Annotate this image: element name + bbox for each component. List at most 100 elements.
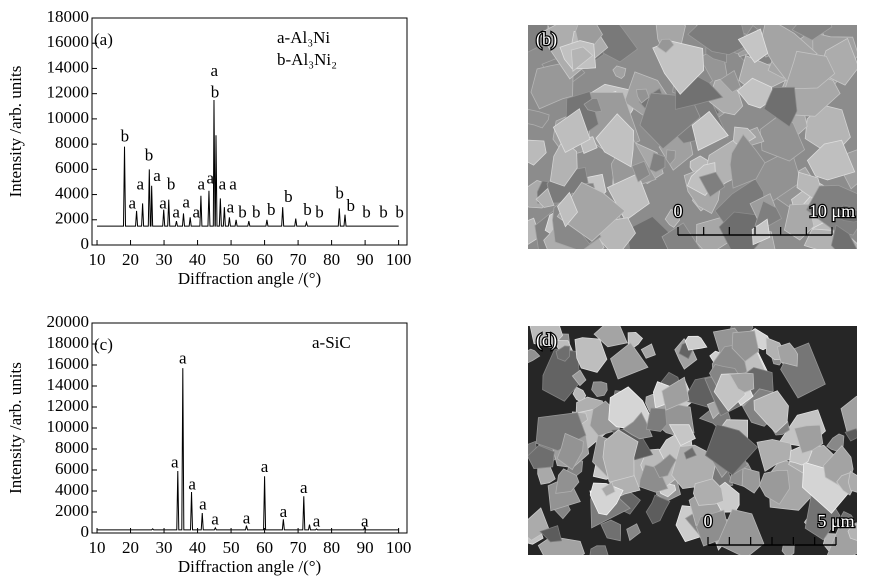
grain	[791, 25, 833, 41]
scale-end: 5 μm	[817, 511, 854, 531]
peak-label: b	[267, 200, 276, 219]
grain	[555, 345, 571, 362]
grain	[661, 222, 701, 249]
grain	[656, 38, 675, 54]
grain	[593, 326, 628, 348]
grain	[793, 424, 824, 454]
grain	[635, 88, 650, 104]
y-axis-label: Intensity /arb. units	[6, 362, 25, 494]
y-tick-label: 4000	[55, 480, 89, 499]
grain	[838, 510, 856, 525]
grain	[806, 139, 856, 181]
peak-label: a	[171, 453, 179, 472]
grain	[557, 191, 578, 228]
x-tick-label: 10	[89, 538, 106, 557]
y-tick-label: 10000	[47, 417, 90, 436]
grain	[847, 470, 857, 493]
peak-label: a	[313, 511, 321, 530]
peak-label: b	[145, 146, 154, 165]
peak-label: a	[261, 457, 269, 476]
grain	[648, 152, 666, 173]
peak-label: b	[252, 202, 261, 221]
sem-image: (b) 0 10 μm	[528, 25, 857, 249]
x-tick-label: 10	[89, 250, 106, 269]
legend-entry: a-Al₃Ni	[277, 28, 330, 47]
grain	[631, 160, 651, 183]
x-tick-label: 100	[386, 250, 412, 269]
peak-label: a	[192, 202, 200, 221]
grain	[612, 65, 627, 79]
x-tick-label: 40	[189, 250, 206, 269]
grain	[781, 543, 795, 555]
x-tick-label: 50	[223, 250, 240, 269]
peak-label: b	[238, 202, 247, 221]
peak-label: a	[159, 194, 167, 213]
grain	[661, 376, 690, 411]
peak-label: a	[211, 509, 219, 528]
peak-label: a	[136, 175, 144, 194]
x-axis-label: Diffraction angle /(°)	[178, 269, 321, 288]
image-label: (d)	[536, 330, 557, 351]
grain	[731, 330, 760, 363]
grain	[606, 173, 650, 222]
x-tick-label: 100	[386, 538, 412, 557]
grain	[622, 411, 653, 440]
y-tick-label: 0	[81, 522, 90, 541]
peak-label: a	[207, 168, 215, 187]
y-tick-label: 2000	[55, 209, 89, 228]
x-tick-label: 80	[323, 250, 340, 269]
peak-label: a	[179, 349, 187, 368]
grain	[751, 218, 771, 246]
grain	[539, 525, 563, 543]
grain	[552, 108, 591, 153]
grain	[537, 463, 556, 485]
peak-label: a	[199, 495, 207, 514]
grain	[784, 50, 836, 90]
grain	[528, 108, 550, 129]
peak-label: b	[335, 183, 344, 202]
x-axis-label: Diffraction angle /(°)	[178, 557, 321, 576]
grain	[759, 469, 791, 505]
grain	[664, 208, 680, 228]
peak-label: a	[361, 511, 369, 530]
panel-label: (a)	[94, 30, 113, 49]
plot-frame	[91, 322, 408, 534]
peak-label: a	[188, 475, 196, 494]
grain	[698, 171, 726, 198]
x-tick-label: 70	[290, 538, 307, 557]
x-tick-label: 60	[256, 250, 273, 269]
grain	[847, 524, 857, 541]
x-tick-label: 20	[122, 250, 139, 269]
grain	[600, 519, 621, 542]
scale-start: 0	[704, 511, 713, 531]
peak-label: b	[211, 83, 220, 102]
grain	[601, 481, 616, 497]
grain	[645, 407, 668, 432]
peak-label: a	[182, 192, 190, 211]
y-tick-label: 8000	[55, 438, 89, 457]
peak-label: a	[211, 61, 219, 80]
grain	[589, 545, 609, 555]
grain	[626, 523, 641, 542]
sem-image: (d) 0 5 μm	[528, 326, 857, 555]
peak-label: a	[280, 502, 288, 521]
x-tick-label: 50	[223, 538, 240, 557]
sem-texture	[528, 326, 857, 555]
grain	[753, 390, 789, 434]
grain	[645, 494, 671, 525]
grain	[653, 453, 677, 478]
peak-label: b	[315, 202, 324, 221]
grain	[528, 444, 555, 470]
peak-label: a	[172, 202, 180, 221]
legend-entry: a-SiC	[312, 333, 351, 352]
grain	[830, 224, 857, 249]
xrd-line	[97, 99, 399, 227]
peak-label: a	[128, 194, 136, 213]
grain	[840, 395, 857, 435]
grain	[756, 439, 793, 472]
grain	[729, 133, 766, 189]
grain	[805, 184, 857, 236]
grain	[574, 337, 608, 373]
grain	[687, 25, 748, 56]
